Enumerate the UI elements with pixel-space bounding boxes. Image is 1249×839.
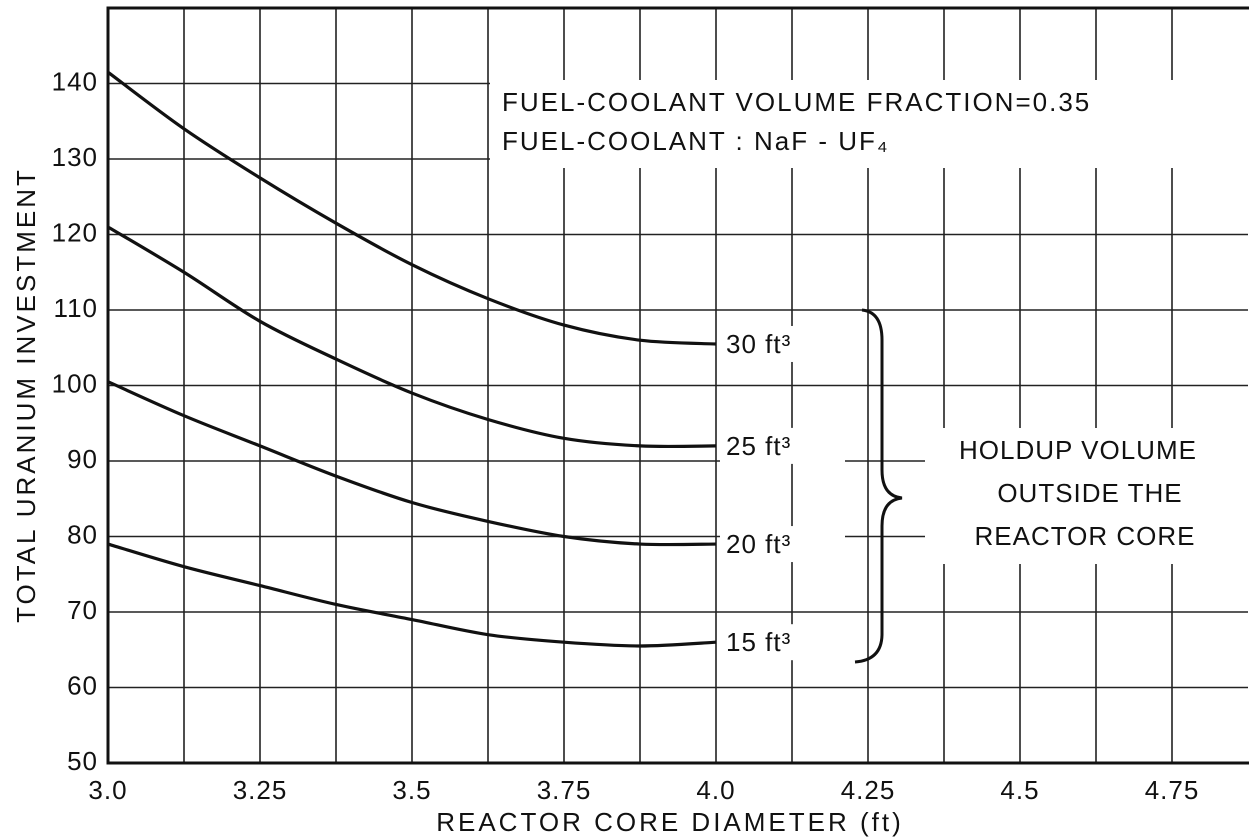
- plot-frame: [106, 6, 1249, 765]
- x-tick-label: 3.75: [537, 775, 592, 805]
- x-tick-label: 3.0: [88, 775, 127, 805]
- bracket-label: HOLDUP VOLUME: [959, 435, 1197, 465]
- y-tick-label: 110: [54, 293, 98, 323]
- y-tick-label: 90: [67, 444, 98, 474]
- series-line: [107, 380, 717, 547]
- y-tick-label: 80: [67, 519, 98, 549]
- bracket-label: OUTSIDE THE: [997, 478, 1182, 508]
- x-tick-label: 3.5: [392, 775, 431, 805]
- annotation: FUEL-COOLANT : NaF - UF₄: [502, 126, 890, 156]
- x-axis-label: REACTOR CORE DIAMETER (ft): [436, 807, 904, 837]
- series-label: 20 ft³: [726, 529, 791, 559]
- label-bg: [720, 325, 845, 362]
- series-label: 25 ft³: [726, 431, 791, 461]
- series-line: [107, 542, 717, 648]
- y-tick-label: 100: [52, 368, 98, 398]
- y-tick-label: 70: [67, 595, 98, 625]
- annotation: FUEL-COOLANT VOLUME FRACTION=0.35: [502, 87, 1091, 117]
- y-tick-label: 60: [67, 670, 98, 700]
- label-bg: [720, 526, 845, 563]
- y-tick-label: 120: [52, 217, 98, 247]
- y-tick-label: 130: [52, 142, 98, 172]
- label-bg: [720, 624, 845, 661]
- x-tick-label: 4.25: [841, 775, 896, 805]
- y-tick-label: 140: [52, 66, 98, 96]
- annotation-box: [490, 80, 1249, 168]
- y-tick-label: 50: [67, 746, 98, 776]
- x-tick-label: 4.0: [696, 775, 735, 805]
- series-line: [107, 225, 717, 449]
- x-tick-label: 3.25: [233, 775, 288, 805]
- series-label: 30 ft³: [726, 329, 791, 359]
- bracket-label: REACTOR CORE: [975, 521, 1196, 551]
- series-label: 15 ft³: [726, 627, 791, 657]
- y-axis-label: TOTAL URANIUM INVESTMENT: [11, 167, 41, 623]
- x-tick-label: 4.75: [1145, 775, 1200, 805]
- x-tick-label: 4.5: [1000, 775, 1039, 805]
- series-line: [107, 70, 717, 346]
- bracket: [854, 308, 903, 664]
- label-bg: [720, 427, 845, 464]
- annotation-box: [925, 428, 1249, 564]
